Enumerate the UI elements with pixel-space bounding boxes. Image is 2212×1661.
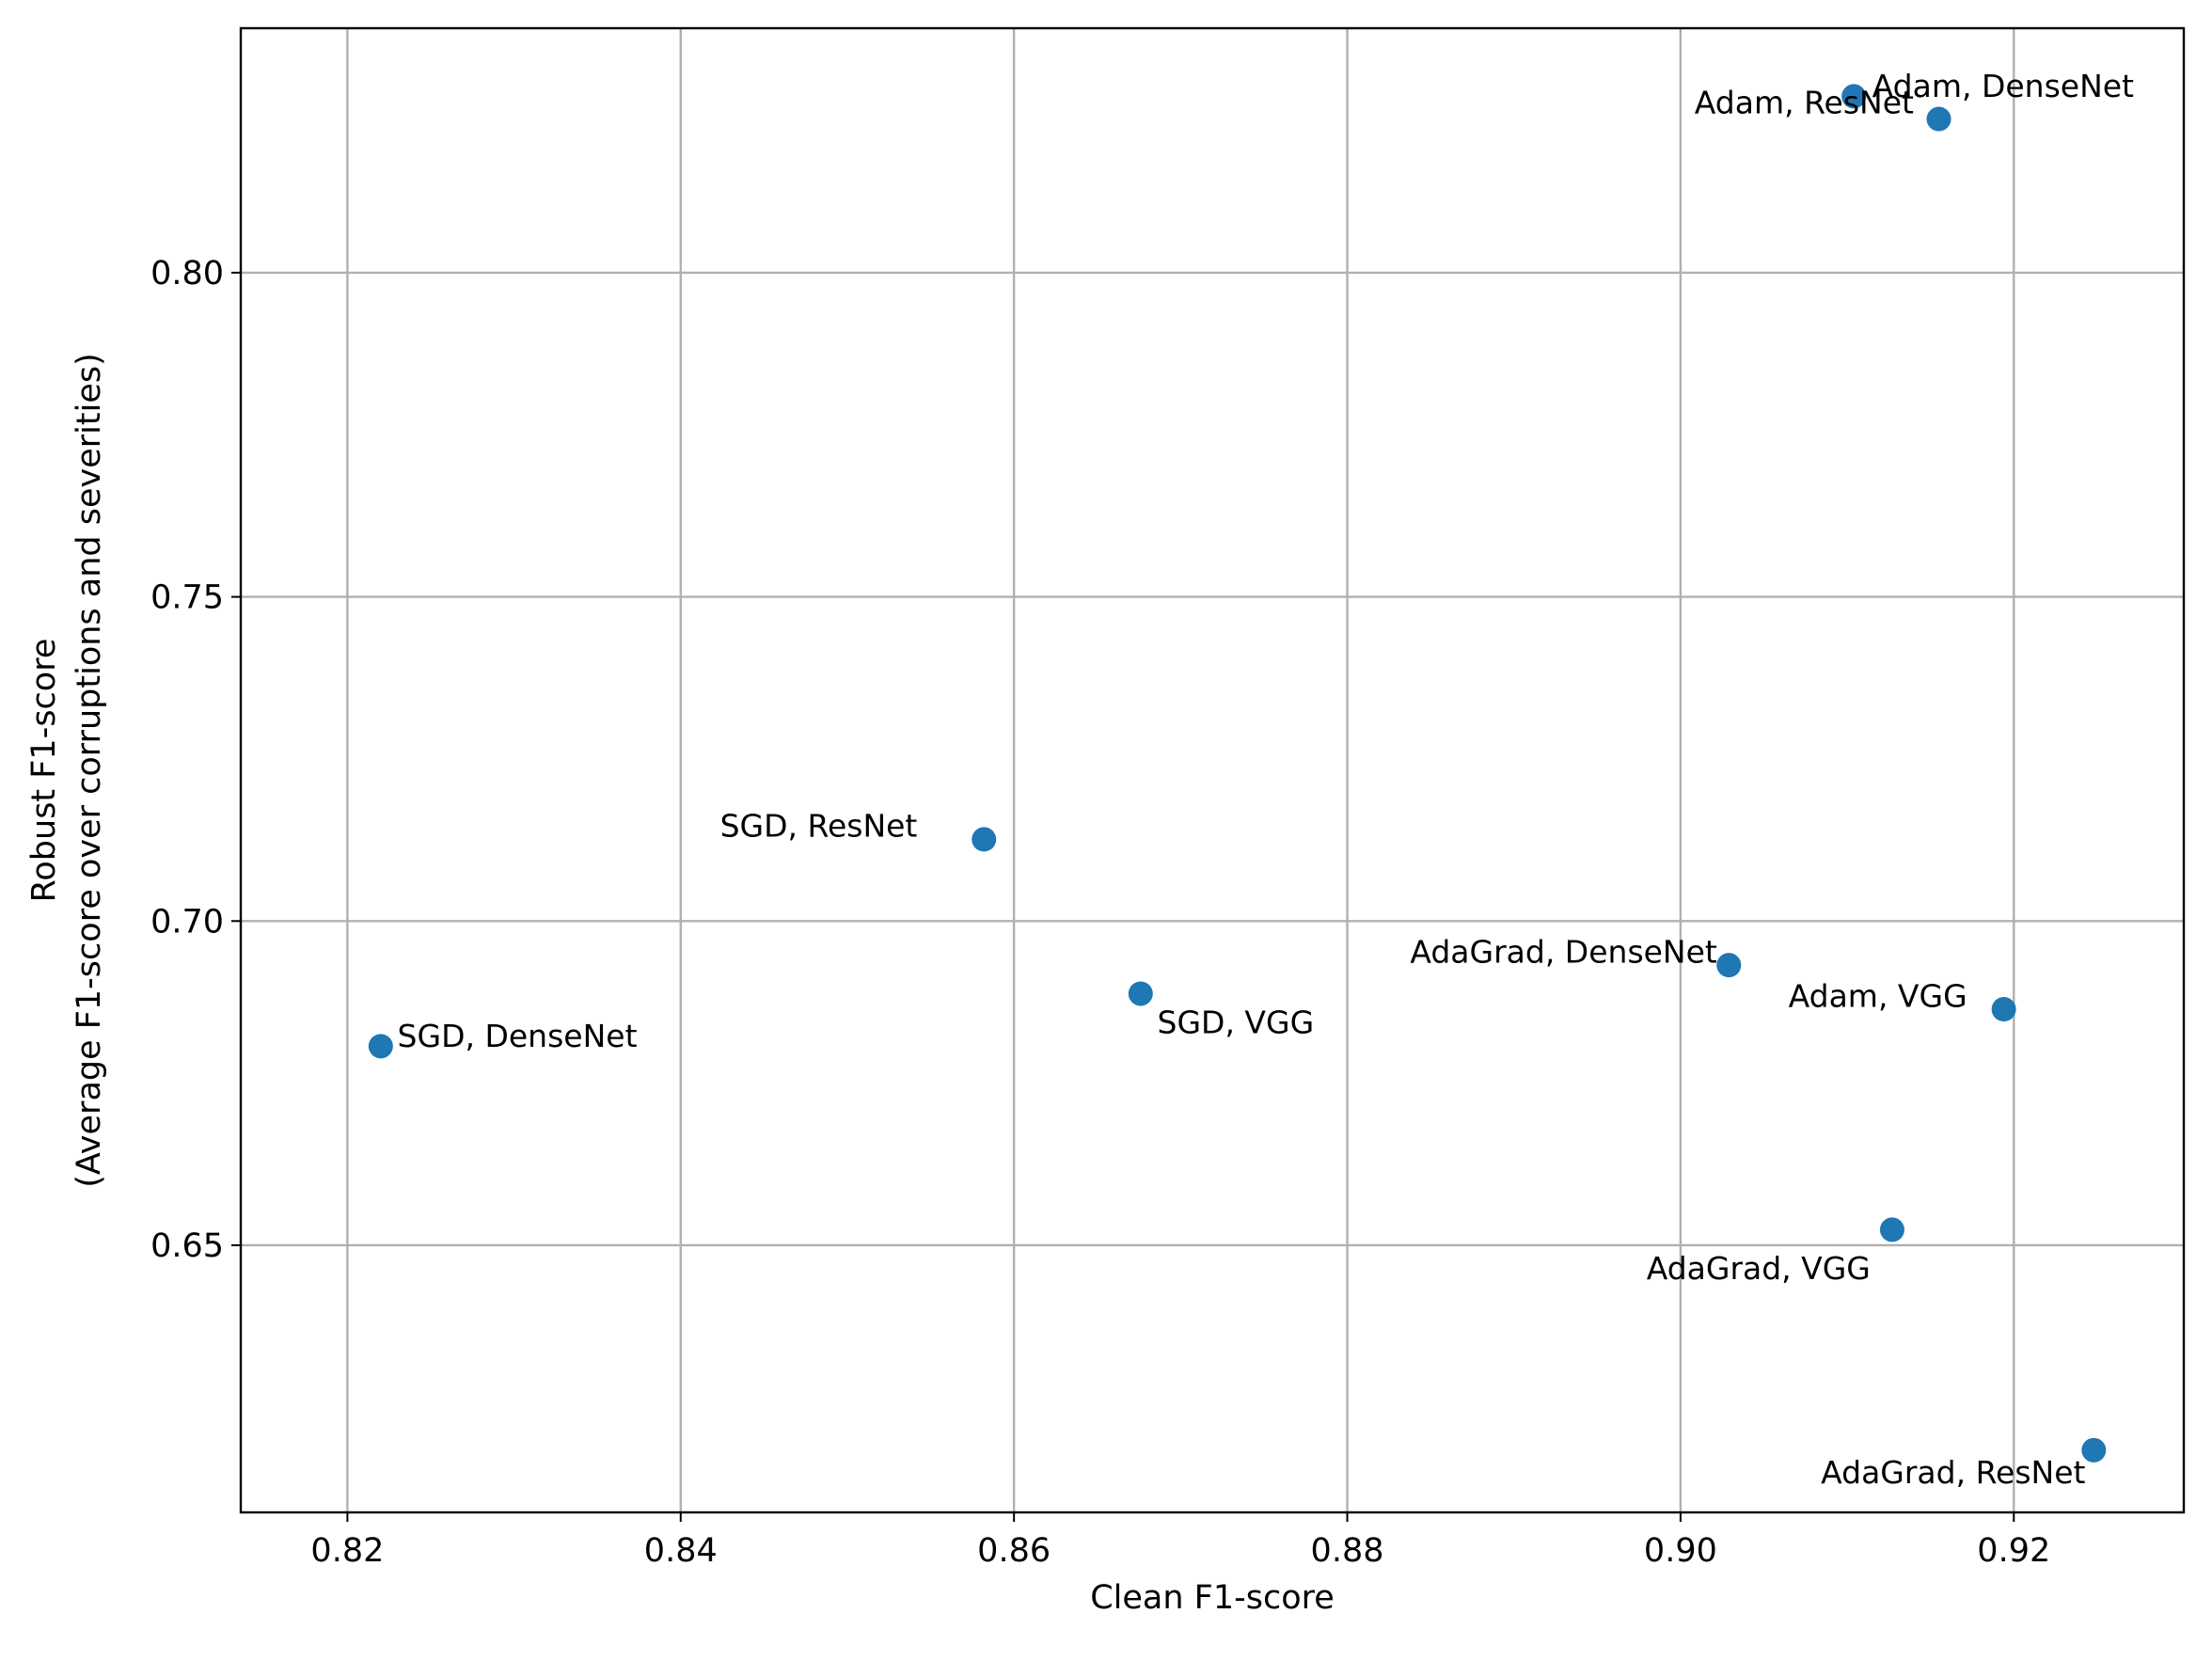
data-point-label: Adam, VGG <box>1789 977 1967 1014</box>
y-axis-title-line-1: Robust F1-score <box>25 639 63 903</box>
y-tick-label: 0.80 <box>150 255 224 293</box>
data-point-label: AdaGrad, VGG <box>1647 1250 1871 1287</box>
data-point <box>972 827 997 852</box>
data-point <box>2081 1437 2107 1463</box>
data-point <box>1841 84 1867 109</box>
x-tick-label: 0.88 <box>1311 1532 1384 1570</box>
data-point-label: SGD, VGG <box>1158 1005 1315 1041</box>
data-point <box>1926 106 1951 132</box>
grid-lines <box>241 28 2184 1512</box>
x-tick-label: 0.86 <box>977 1532 1051 1570</box>
y-tick-label: 0.75 <box>150 579 224 617</box>
data-point-label: SGD, ResNet <box>720 808 918 845</box>
x-tick-label: 0.82 <box>310 1532 384 1570</box>
data-point <box>1716 953 1742 978</box>
y-tick-label: 0.70 <box>150 903 224 941</box>
x-axis-title: Clean F1-score <box>1090 1579 1335 1617</box>
x-tick-label: 0.92 <box>1977 1532 2050 1570</box>
y-tick-label: 0.65 <box>150 1227 224 1265</box>
x-tick-label: 0.90 <box>1644 1532 1717 1570</box>
data-points <box>368 84 2107 1463</box>
data-point <box>1879 1217 1904 1242</box>
data-point-label: SGD, DenseNet <box>398 1018 638 1054</box>
data-point-label: Adam, DenseNet <box>1872 68 2134 104</box>
data-point-label: AdaGrad, DenseNet <box>1410 933 1717 970</box>
data-point <box>1128 981 1153 1006</box>
y-axis-title-line-2: (Average F1-score over corruptions and s… <box>71 353 108 1187</box>
data-point <box>1991 997 2016 1022</box>
data-point-label: AdaGrad, ResNet <box>1821 1454 2085 1491</box>
x-tick-label: 0.84 <box>644 1532 718 1570</box>
plot-frame <box>239 26 2186 1514</box>
data-point-label: Adam, ResNet <box>1695 84 1914 120</box>
axis-ticks: 0.82 0.84 0.86 0.88 0.90 0.92 0.65 0.70 0.75 0.80 <box>150 255 2050 1570</box>
data-point <box>368 1034 393 1059</box>
